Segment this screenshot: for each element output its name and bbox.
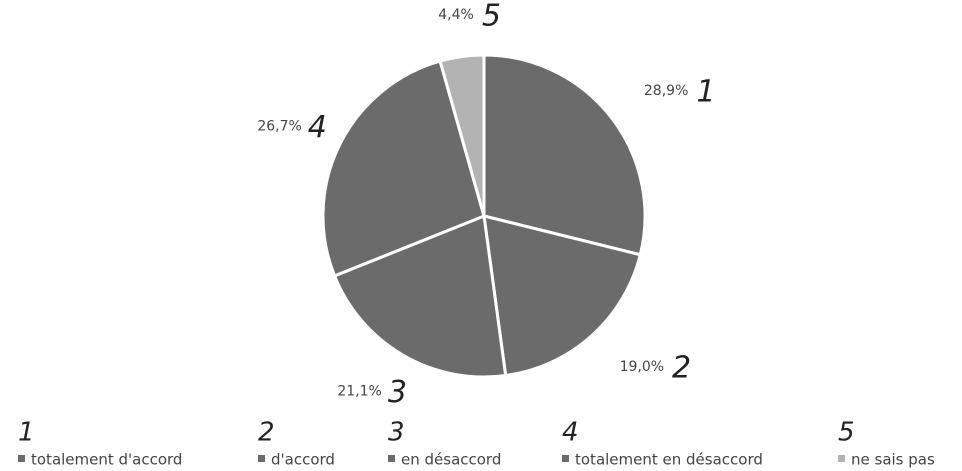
legend-annotation: 1 (18, 418, 35, 448)
legend-label: en désaccord (401, 451, 501, 469)
data-label: 26,7% (257, 118, 301, 134)
legend-annotation: 2 (258, 418, 275, 448)
legend-marker (388, 455, 395, 462)
legend-annotation: 3 (388, 418, 405, 448)
slice-annotation: 5 (482, 0, 501, 33)
data-label: 4,4% (438, 7, 474, 23)
data-label: 21,1% (337, 383, 381, 399)
data-label: 19,0% (620, 359, 664, 375)
legend-marker (562, 455, 569, 462)
slice-annotation: 1 (696, 74, 715, 109)
slice-annotation: 4 (308, 110, 327, 145)
legend-annotation: 5 (838, 418, 855, 448)
legend-annotation: 4 (562, 418, 579, 448)
legend-marker (18, 455, 25, 462)
legend-label: totalement en désaccord (575, 451, 763, 469)
legend-label: totalement d'accord (31, 451, 182, 469)
pie-slice (332, 213, 508, 379)
legend-marker (838, 455, 845, 462)
legend-label: ne sais pas (851, 451, 935, 469)
legend-marker (258, 455, 265, 462)
legend-label: d'accord (271, 451, 335, 469)
slice-annotation: 3 (388, 375, 407, 410)
slice-annotation: 2 (672, 351, 691, 386)
pie-slice (321, 59, 486, 278)
pie-slice (438, 53, 486, 217)
pie-slice (482, 214, 643, 378)
data-label: 28,9% (644, 83, 688, 99)
pie-slice (482, 53, 647, 257)
